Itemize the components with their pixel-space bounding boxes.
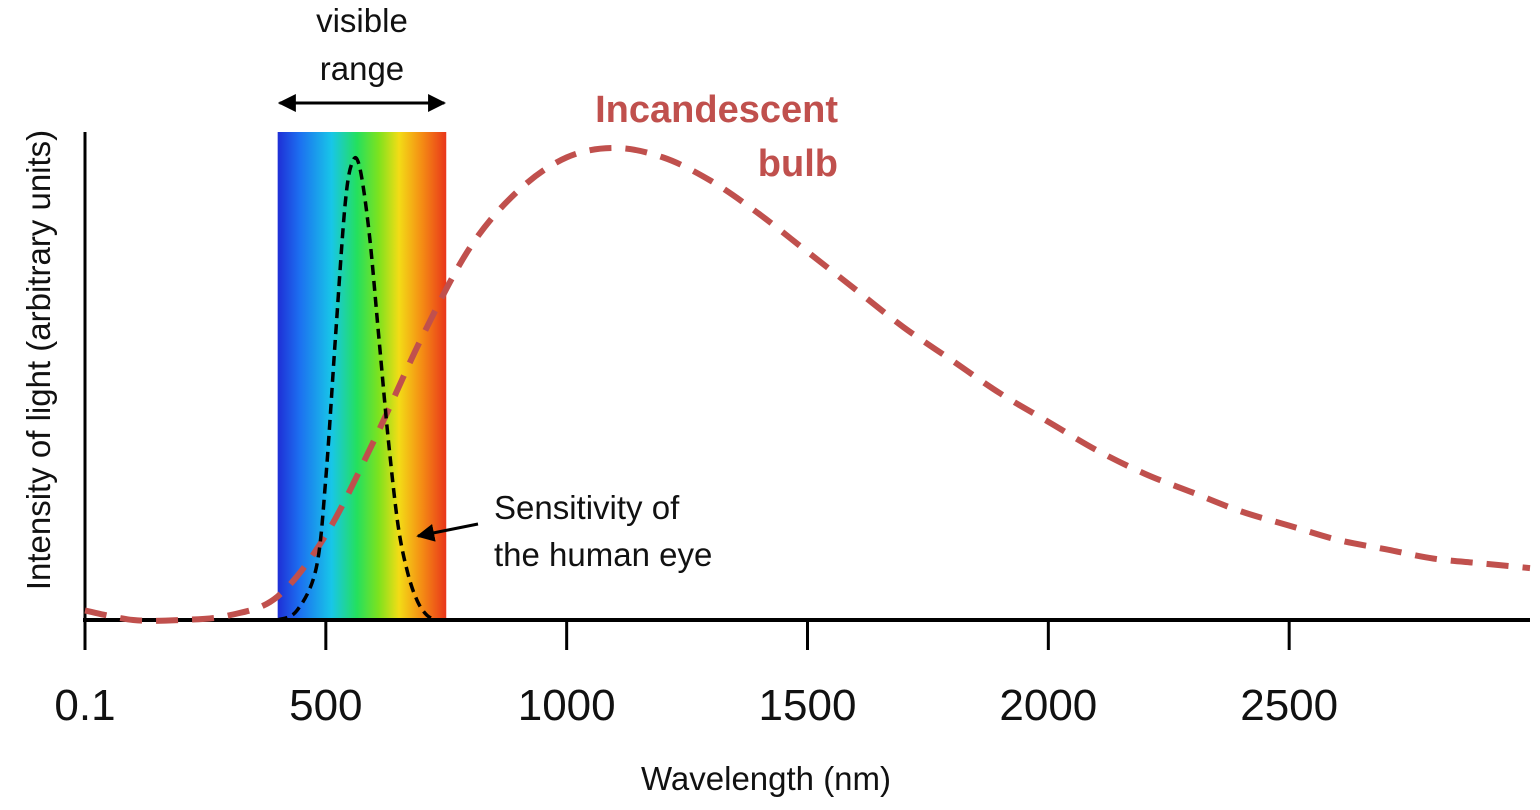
x-tick-label: 1000 xyxy=(518,681,616,730)
x-axis-ticks: 0.1 500 1000 1500 2000 2500 xyxy=(54,620,1338,730)
eye-sensitivity-label-line2: the human eye xyxy=(494,536,712,573)
x-axis-label: Wavelength (nm) xyxy=(641,760,891,797)
incandescent-bulb-label-line2: bulb xyxy=(758,143,838,185)
x-tick-label: 1500 xyxy=(759,681,857,730)
eye-sensitivity-curve xyxy=(276,156,438,622)
visible-spectrum-band xyxy=(277,132,447,620)
visible-range-label-line1: visible xyxy=(316,2,408,39)
eye-sensitivity-arrow xyxy=(416,522,479,542)
incandescent-bulb-curve xyxy=(84,144,1531,624)
x-tick-label: 0.1 xyxy=(54,681,115,730)
visible-range-label-line2: range xyxy=(320,50,404,87)
x-tick-label: 500 xyxy=(289,681,362,730)
incandescent-bulb-label-line1: Incandescent xyxy=(595,89,838,131)
x-tick-label: 2500 xyxy=(1240,681,1338,730)
x-tick-label: 2000 xyxy=(999,681,1097,730)
y-axis-label: Intensity of light (arbitrary units) xyxy=(20,130,57,590)
eye-sensitivity-label-line1: Sensitivity of xyxy=(494,489,680,526)
